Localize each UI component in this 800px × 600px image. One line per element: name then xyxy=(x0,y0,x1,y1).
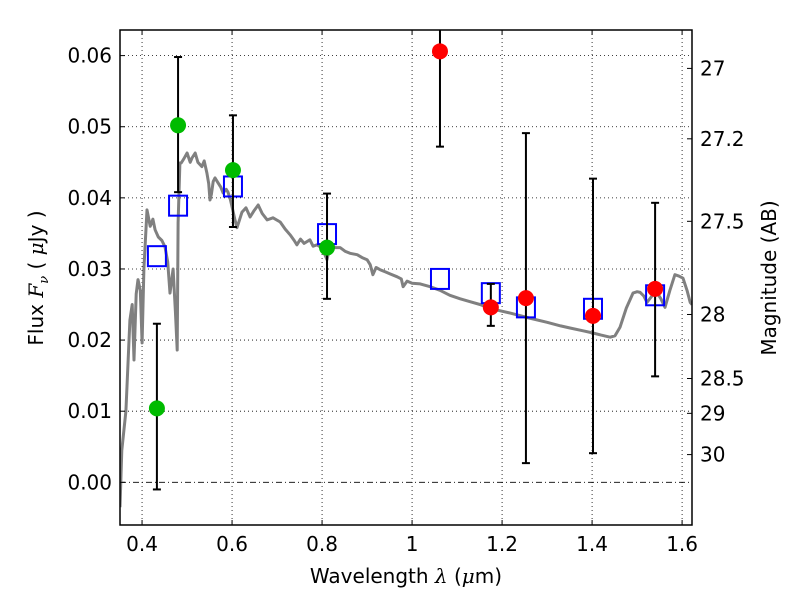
plot-frame xyxy=(119,29,693,526)
y2-tick-label: 30 xyxy=(700,443,725,467)
model-photometry-square xyxy=(146,245,167,268)
observed-point xyxy=(647,280,664,297)
y2-tick-label: 28 xyxy=(700,302,725,326)
y-tick-label: 0.05 xyxy=(67,115,112,139)
y-tick-label: 0.01 xyxy=(67,399,112,423)
y2-tick-label: 29 xyxy=(700,401,725,425)
y-tick-label: 0.03 xyxy=(67,257,112,281)
y-tick-label: 0.04 xyxy=(67,186,112,210)
observed-point xyxy=(170,117,187,134)
observed-point xyxy=(431,43,448,60)
observed-point xyxy=(517,290,534,307)
x-tick-label: 1 xyxy=(406,532,419,556)
y2-tick-label: 27.2 xyxy=(700,127,745,151)
x-tick-label: 0.6 xyxy=(216,532,248,556)
y2-tick-label: 27.5 xyxy=(700,209,745,233)
observed-point xyxy=(148,400,165,417)
plot-area xyxy=(120,30,692,525)
y-tick-label: 0.02 xyxy=(67,328,112,352)
x-tick-label: 0.8 xyxy=(306,532,338,556)
x-tick-label: 1.2 xyxy=(486,532,518,556)
x-tick-label: 1.4 xyxy=(576,532,608,556)
observed-point xyxy=(482,299,499,316)
y-axis-label: Flux Fν ( μJy ) xyxy=(24,210,52,345)
observed-point xyxy=(319,239,336,256)
y2-tick-label: 28.5 xyxy=(700,366,745,390)
y2-axis-label: Magnitude (AB) xyxy=(757,200,781,355)
x-axis-label: Wavelength λ (μm) xyxy=(310,564,502,588)
x-tick-label: 0.4 xyxy=(126,532,158,556)
y-tick-label: 0.06 xyxy=(67,44,112,68)
x-tick-label: 1.6 xyxy=(666,532,698,556)
model-photometry-square xyxy=(429,267,450,290)
y-tick-label: 0.00 xyxy=(67,470,112,494)
model-spectrum-line xyxy=(120,151,692,508)
observed-point xyxy=(224,162,241,179)
series-layer xyxy=(120,30,692,508)
observed-point xyxy=(584,307,601,324)
grid xyxy=(120,30,692,525)
y2-tick-label: 27 xyxy=(700,56,725,80)
model-photometry-square xyxy=(168,194,189,217)
ticks: 0.4 0.6 0.8 1 1.2 1.4 1.6 0.00 0.01 0.02 0.03 0.04 0… xyxy=(67,30,745,556)
